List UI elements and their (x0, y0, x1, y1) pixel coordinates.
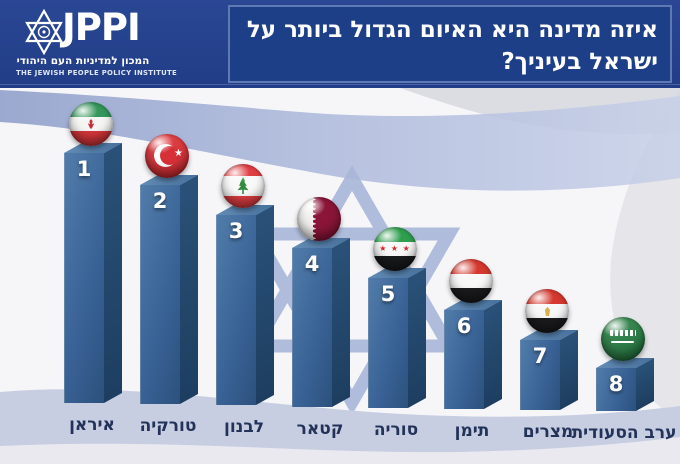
bar-column-qatar: 4 (292, 197, 350, 407)
flag-lower-white-wave (0, 437, 680, 464)
bar-top-face (520, 330, 578, 340)
bar-front-face (140, 185, 180, 404)
flag-ball-syria (373, 227, 417, 271)
sphere-gloss (373, 227, 417, 271)
flag-ball-egypt (525, 289, 569, 333)
sphere-gloss (525, 289, 569, 333)
country-label-lebanon: לבנון (223, 417, 265, 437)
flag-ball-iran (69, 102, 113, 146)
country-label-yemen: תימן (454, 421, 490, 441)
flag-upper-blue-stripe (0, 90, 680, 191)
bar-top-face (368, 268, 426, 278)
country-label-saudi: ערב הסעודית (571, 423, 677, 443)
bar-top-face (596, 358, 654, 368)
flag-ball-lebanon (221, 164, 265, 208)
bar-front-face (216, 215, 256, 405)
question-title-box: איזה מדינה היא האיום הגדול ביותר על ישרא… (228, 5, 672, 83)
bar-side-face (332, 238, 350, 407)
flag-ball-yemen (449, 259, 493, 303)
header-divider (0, 84, 680, 85)
bar-side-face (636, 358, 654, 411)
bar-column-saudi: 8 (596, 317, 654, 411)
bar-top-face (140, 175, 198, 185)
bar-column-yemen: 6 (444, 259, 502, 409)
country-label-iran: איראן (69, 415, 115, 435)
bar-front-face (64, 153, 104, 403)
flag-ball-turkey (145, 134, 189, 178)
jppi-logo: JPPI המכון למדיניות העם היהודי THE JEWIS… (0, 0, 215, 88)
country-label-turkey: טורקיה (139, 416, 197, 436)
rank-number: 3 (228, 219, 244, 243)
bar-column-lebanon: 3 (216, 164, 274, 405)
bar-top-face (444, 300, 502, 310)
brand-text: JPPI (62, 6, 141, 49)
bar-column-syria: 5 (368, 227, 426, 408)
rank-number: 8 (608, 372, 624, 396)
bar-side-face (104, 143, 122, 403)
bar-side-face (256, 205, 274, 405)
bar-top-face (216, 205, 274, 215)
rank-number: 6 (456, 314, 472, 338)
flag-ball-qatar (297, 197, 341, 241)
bar-side-face (180, 175, 198, 404)
sphere-gloss (297, 197, 341, 241)
logo-tagline-hebrew: המכון למדיניות העם היהודי (16, 55, 150, 67)
logo-tagline-english: THE JEWISH PEOPLE POLICY INSTITUTE (16, 69, 178, 77)
country-label-syria: סוריה (373, 420, 419, 440)
title-line-2: ישראל בעיניך? (501, 49, 658, 75)
country-label-qatar: קטאר (296, 419, 344, 439)
bar-front-face (292, 248, 332, 407)
bar-front-face (444, 310, 484, 409)
header-band: JPPI המכון למדיניות העם היהודי THE JEWIS… (0, 0, 680, 88)
bar-front-face (520, 340, 560, 410)
bar-top-face (292, 238, 350, 248)
bar-side-face (484, 300, 502, 409)
bar-side-face (560, 330, 578, 410)
rank-number: 1 (76, 157, 92, 181)
country-label-egypt: מצרים (522, 422, 574, 442)
bar-side-face (408, 268, 426, 408)
bar-front-face (596, 368, 636, 411)
sphere-gloss (601, 317, 645, 361)
rank-number: 4 (304, 252, 320, 276)
flag-ball-saudi (601, 317, 645, 361)
bar-front-face (368, 278, 408, 408)
bar-column-egypt: 7 (520, 289, 578, 410)
bar-column-turkey: 2 (140, 134, 198, 404)
bar-column-iran: 1 (64, 102, 122, 403)
title-line-1: איזה מדינה היא האיום הגדול ביותר על (246, 17, 658, 43)
rank-number: 5 (380, 282, 396, 306)
rank-number: 2 (152, 189, 168, 213)
bar-top-face (64, 143, 122, 153)
sphere-gloss (69, 102, 113, 146)
rank-number: 7 (532, 344, 548, 368)
sphere-gloss (449, 259, 493, 303)
sphere-gloss (221, 164, 265, 208)
star-of-david-icon (25, 9, 63, 55)
sphere-gloss (145, 134, 189, 178)
